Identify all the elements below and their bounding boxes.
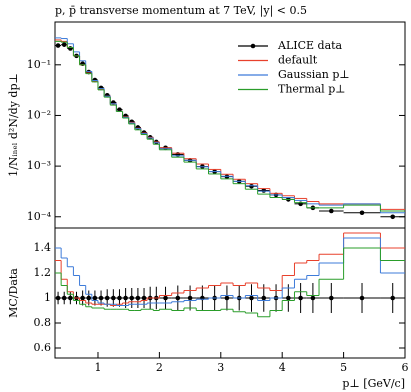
y-tick-label: 1 <box>44 291 51 304</box>
data-point <box>123 295 128 301</box>
data-point <box>224 295 230 301</box>
data-point <box>163 295 168 301</box>
step-connector <box>60 37 381 213</box>
y-tick-label: 10⁻⁴ <box>27 210 52 223</box>
data-point <box>61 42 67 47</box>
data-point <box>86 295 92 301</box>
y-tick-label: 0.6 <box>34 341 52 354</box>
data-point <box>249 295 254 301</box>
step-connector <box>60 248 381 317</box>
data-point <box>80 61 85 67</box>
data-point <box>55 295 61 301</box>
x-tick-label: 2 <box>156 361 163 374</box>
data-point <box>187 295 193 301</box>
data-point <box>98 295 104 301</box>
step-connector <box>60 238 381 306</box>
data-point <box>61 295 67 301</box>
y-tick-label: 10⁻¹ <box>27 58 51 71</box>
data-point <box>310 295 316 301</box>
step-connector <box>60 233 381 306</box>
step-connector <box>60 41 381 211</box>
data-point <box>175 295 181 301</box>
data-point <box>390 214 396 220</box>
data-point <box>286 295 291 301</box>
legend-label: default <box>278 54 318 67</box>
ratio-axis-label: MC/Data <box>7 268 20 318</box>
data-point <box>329 208 334 214</box>
y-tick-label: 1.4 <box>34 241 52 254</box>
data-point <box>135 295 141 301</box>
x-tick-label: 5 <box>340 361 347 374</box>
data-point <box>129 295 135 301</box>
data-point <box>117 295 122 301</box>
legend-label: Thermal p⊥ <box>278 83 346 96</box>
step-connector <box>60 39 381 210</box>
data-point <box>390 295 396 301</box>
legend-label: ALICE data <box>277 39 343 52</box>
y-axis-label: 1/Nᵢₙₑₗ d²N/dy dp⊥ <box>7 73 20 177</box>
y-tick-label: 1.2 <box>34 266 52 279</box>
data-point <box>68 46 73 51</box>
data-point <box>68 295 73 301</box>
data-point <box>55 43 61 48</box>
data-point <box>92 295 98 301</box>
y-tick-label: 0.8 <box>34 316 52 329</box>
data-point <box>329 295 334 301</box>
legend-marker <box>250 43 256 49</box>
y-tick-label: 10⁻² <box>27 108 51 121</box>
x-tick-label: 3 <box>217 361 224 374</box>
data-point <box>111 295 116 301</box>
data-point <box>249 183 254 189</box>
data-point <box>141 295 147 301</box>
data-point <box>359 210 365 216</box>
data-point <box>104 295 110 301</box>
data-point <box>359 295 365 301</box>
x-tick-label: 1 <box>94 361 101 374</box>
data-point <box>298 295 303 301</box>
x-axis-label: p⊥ [GeV/c] <box>342 377 405 390</box>
data-point <box>117 107 122 112</box>
y-tick-label: 10⁻³ <box>27 159 51 172</box>
plot-frame <box>54 21 406 229</box>
plot-frame <box>54 227 406 359</box>
legend-label: Gaussian p⊥ <box>278 68 350 81</box>
data-point <box>261 295 267 301</box>
x-tick-label: 6 <box>402 361 409 374</box>
x-tick-label: 4 <box>279 361 286 374</box>
data-point <box>80 295 85 301</box>
chart-title: p, p̄ transverse momentum at 7 TeV, |y| … <box>55 4 307 18</box>
